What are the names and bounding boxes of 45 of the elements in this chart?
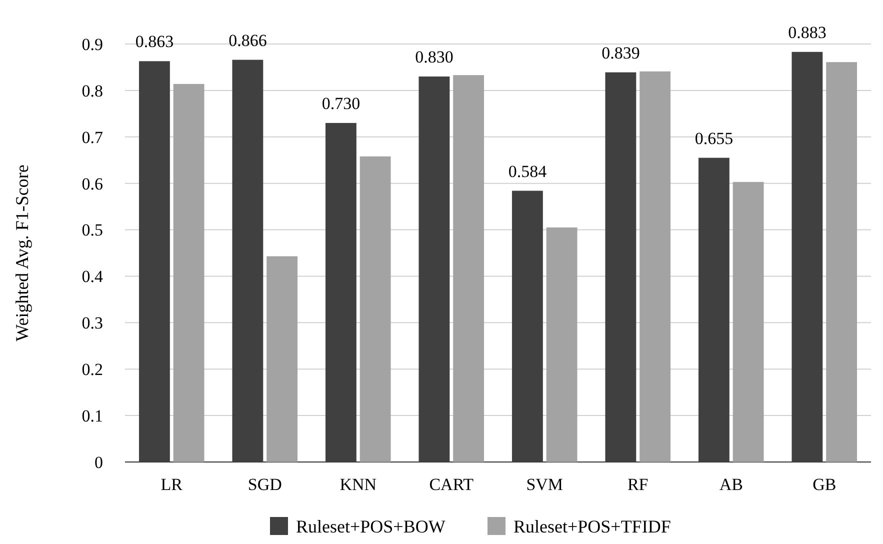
- x-tick-label: SGD: [248, 475, 282, 494]
- data-label: 0.584: [508, 162, 548, 181]
- bar: [453, 75, 484, 462]
- bar: [266, 256, 298, 462]
- y-tick-label: 0.3: [82, 314, 103, 333]
- x-tick-label: CART: [429, 475, 474, 494]
- x-tick-label: KNN: [340, 475, 377, 494]
- data-label: 0.866: [228, 30, 267, 50]
- bar: [138, 61, 170, 462]
- y-tick-label: 0.6: [82, 174, 103, 194]
- legend-label: Ruleset+POS+BOW: [296, 516, 446, 536]
- bar: [792, 52, 823, 462]
- bar: [546, 227, 578, 462]
- x-tick-label: RF: [627, 475, 648, 494]
- bar: [512, 190, 543, 462]
- bar: [826, 62, 858, 462]
- data-label: 0.655: [694, 128, 734, 148]
- bar: [360, 156, 391, 462]
- bar: [325, 122, 356, 462]
- bar: [698, 158, 730, 462]
- data-label: 0.883: [788, 22, 826, 42]
- y-tick-label: 0.7: [82, 128, 104, 147]
- bar: [605, 72, 636, 462]
- data-label: 0.863: [135, 32, 174, 52]
- x-tick-label: AB: [719, 475, 743, 494]
- legend-label: Ruleset+POS+TFIDF: [514, 516, 671, 536]
- x-tick-label: GB: [812, 475, 836, 494]
- bar: [173, 84, 204, 462]
- y-tick-label: 0.9: [82, 34, 103, 54]
- bar: [640, 71, 671, 462]
- y-tick-label: 0.2: [82, 360, 103, 380]
- bar: [418, 76, 450, 462]
- y-tick-label: 0.5: [82, 220, 103, 240]
- y-tick-label: 0.4: [82, 267, 104, 286]
- y-tick-label: 0.8: [82, 81, 103, 100]
- y-axis-title: Weighted Avg. F1-Score: [12, 164, 32, 342]
- bar: [232, 60, 264, 462]
- bar: [732, 182, 764, 462]
- data-label: 0.839: [602, 43, 640, 62]
- x-tick-label: LR: [160, 475, 184, 494]
- y-tick-label: 0: [94, 452, 103, 472]
- data-label: 0.730: [322, 94, 360, 113]
- y-tick-label: 0.1: [82, 406, 103, 426]
- x-tick-label: SVM: [526, 475, 564, 494]
- data-label: 0.830: [415, 48, 454, 67]
